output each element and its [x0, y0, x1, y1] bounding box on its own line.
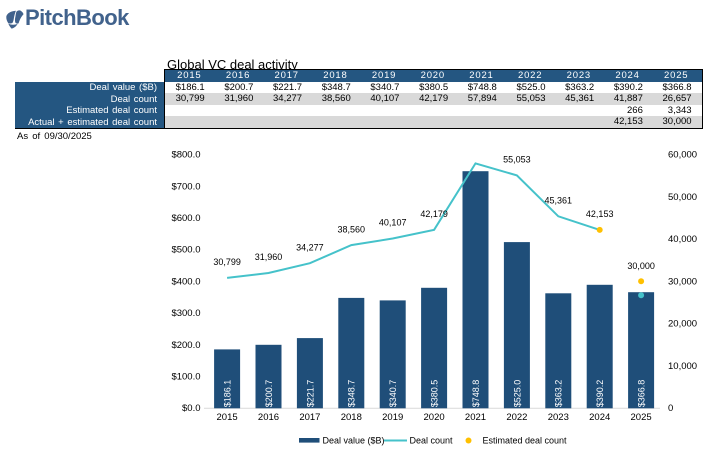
svg-text:$380.5: $380.5 — [430, 380, 440, 408]
svg-text:38,560: 38,560 — [338, 224, 366, 234]
svg-text:60,000: 60,000 — [668, 150, 697, 161]
svg-text:$525.0: $525.0 — [512, 380, 522, 408]
svg-text:$800.0: $800.0 — [171, 150, 200, 161]
svg-text:$221.7: $221.7 — [305, 380, 315, 408]
svg-text:$600.0: $600.0 — [171, 213, 200, 224]
svg-text:2025: 2025 — [631, 412, 652, 423]
svg-text:2023: 2023 — [548, 412, 569, 423]
svg-text:2024: 2024 — [589, 412, 610, 423]
svg-text:31,960: 31,960 — [255, 252, 283, 262]
svg-text:2020: 2020 — [424, 412, 445, 423]
svg-text:30,000: 30,000 — [627, 261, 655, 271]
svg-text:$400.0: $400.0 — [171, 276, 200, 287]
svg-text:$300.0: $300.0 — [171, 308, 200, 319]
svg-text:50,000: 50,000 — [668, 192, 697, 203]
svg-text:30,799: 30,799 — [213, 257, 241, 267]
svg-text:$363.2: $363.2 — [554, 380, 564, 408]
svg-text:$200.7: $200.7 — [264, 380, 274, 408]
svg-text:2019: 2019 — [382, 412, 403, 423]
svg-text:55,053: 55,053 — [503, 155, 531, 165]
svg-text:$340.7: $340.7 — [388, 380, 398, 408]
svg-text:10,000: 10,000 — [668, 361, 697, 372]
svg-text:$700.0: $700.0 — [171, 181, 200, 192]
svg-text:2018: 2018 — [341, 412, 362, 423]
svg-text:$0.0: $0.0 — [182, 403, 201, 414]
svg-text:42,153: 42,153 — [586, 209, 614, 219]
svg-text:Deal value ($B): Deal value ($B) — [323, 436, 385, 446]
svg-text:2016: 2016 — [258, 412, 279, 423]
svg-text:2015: 2015 — [217, 412, 238, 423]
svg-text:$348.7: $348.7 — [347, 380, 357, 408]
svg-text:40,000: 40,000 — [668, 234, 697, 245]
svg-text:40,107: 40,107 — [379, 218, 407, 228]
svg-text:20,000: 20,000 — [668, 319, 697, 330]
svg-text:30,000: 30,000 — [668, 276, 697, 287]
svg-text:$366.8: $366.8 — [637, 380, 647, 408]
svg-text:2017: 2017 — [299, 412, 320, 423]
svg-text:$748.8: $748.8 — [471, 380, 481, 408]
svg-text:42,179: 42,179 — [420, 209, 448, 219]
svg-text:Estimated deal count: Estimated deal count — [483, 436, 568, 446]
svg-text:$186.1: $186.1 — [223, 380, 233, 408]
svg-text:45,361: 45,361 — [545, 196, 573, 206]
svg-text:0: 0 — [668, 403, 673, 414]
svg-text:$200.0: $200.0 — [171, 340, 200, 351]
svg-text:2021: 2021 — [465, 412, 486, 423]
svg-text:2022: 2022 — [506, 412, 527, 423]
svg-text:Deal count: Deal count — [410, 436, 454, 446]
svg-text:$390.2: $390.2 — [595, 380, 605, 408]
svg-text:$500.0: $500.0 — [171, 245, 200, 256]
svg-text:34,277: 34,277 — [296, 242, 324, 252]
svg-text:$100.0: $100.0 — [171, 372, 200, 383]
